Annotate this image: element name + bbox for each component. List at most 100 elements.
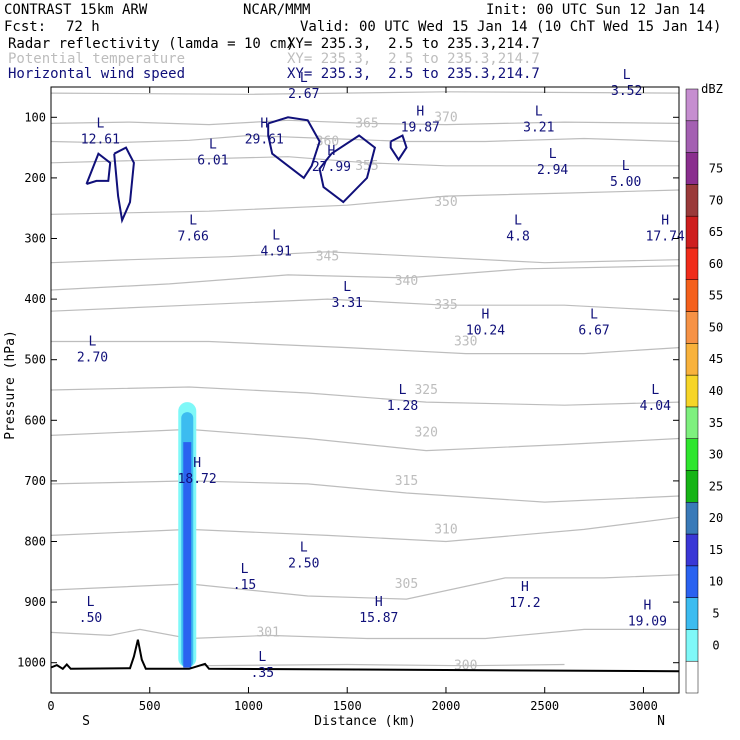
extremum-value-17: 2.70 xyxy=(77,351,108,366)
colorbar-swatch-16 xyxy=(685,152,699,185)
extremum-kind-1: L xyxy=(209,138,217,153)
wind-extrema-labels: L12.61 L6.01H29.61L2.67H27.99H19.87L3.21L… xyxy=(77,68,685,681)
extremum-value-19: 4.04 xyxy=(640,399,671,414)
colorbar-label-15: 75 xyxy=(709,161,723,175)
extremum-value-16: 6.67 xyxy=(578,323,609,338)
colorbar-label-8: 40 xyxy=(709,384,723,398)
field-theta-xy: XY= 235.3, 2.5 to 235.3,214.7 xyxy=(287,51,540,67)
colorbar-label-5: 25 xyxy=(709,479,723,493)
theta-contour-4 xyxy=(50,189,680,215)
theta-contour-0 xyxy=(50,91,680,95)
y-tick-label-2: 300 xyxy=(24,232,46,246)
y-tick-label-9: 1000 xyxy=(17,656,46,670)
theta-label-15: 300 xyxy=(454,659,477,674)
theta-label-9: 325 xyxy=(414,383,437,398)
theta-contour-2 xyxy=(50,134,680,144)
extremum-value-3: 2.67 xyxy=(288,87,319,102)
x-tick-label-2: 1000 xyxy=(234,699,263,713)
extremum-kind-12: L xyxy=(514,213,522,228)
colorbar-swatch-8 xyxy=(685,406,699,439)
extremum-kind-13: H xyxy=(661,213,669,228)
extremum-kind-22: L xyxy=(241,562,249,577)
wind-contour-3 xyxy=(113,146,135,224)
field-reflectivity-xy: XY= 235.3, 2.5 to 235.3,214.7 xyxy=(287,36,540,52)
extremum-kind-3: L xyxy=(300,71,308,86)
extremum-value-2: 29.61 xyxy=(245,132,284,147)
theta-label-13: 305 xyxy=(395,577,418,592)
reflectivity-layer xyxy=(178,402,197,668)
y-tick-label-6: 700 xyxy=(24,474,46,488)
extremum-value-20: 18.72 xyxy=(178,472,217,487)
extremum-value-24: 17.2 xyxy=(509,596,540,611)
extremum-kind-11: L xyxy=(272,229,280,244)
org-name: NCAR/MMM xyxy=(243,2,311,18)
colorbar-label-13: 65 xyxy=(709,225,723,239)
colorbar-swatch-10 xyxy=(685,343,699,376)
x-tick-label-3: 1500 xyxy=(333,699,362,713)
extremum-value-1: 6.01 xyxy=(197,154,228,169)
theta-contour-13 xyxy=(50,574,680,600)
axes: 100 200 300 400 500 600 700 800 900 1000 0 500 1000 1… xyxy=(17,87,679,713)
colorbar-swatch-18 xyxy=(685,88,699,122)
extremum-kind-18: L xyxy=(399,383,407,398)
colorbar-label-12: 60 xyxy=(709,257,723,271)
extremum-kind-24: H xyxy=(521,580,529,595)
colorbar-unit: dBZ xyxy=(701,82,723,96)
theta-label-0: 370 xyxy=(434,110,457,125)
x-tick-label-6: 3000 xyxy=(629,699,658,713)
extremum-kind-17: L xyxy=(89,335,97,350)
extremum-value-22: .15 xyxy=(233,578,256,593)
extremum-value-11: 4.91 xyxy=(260,245,291,260)
colorbar-swatch-2 xyxy=(685,597,699,630)
y-tick-label-0: 100 xyxy=(24,110,46,124)
theta-label-1: 365 xyxy=(355,116,378,131)
colorbar-swatch-5 xyxy=(685,502,699,535)
extremum-kind-25: H xyxy=(643,598,651,613)
colorbar-swatch-9 xyxy=(685,374,699,408)
colorbar-swatch-7 xyxy=(685,438,699,471)
fcst-label: Fcst: xyxy=(4,19,47,35)
theta-label-3: 355 xyxy=(355,159,378,174)
theta-label-4: 350 xyxy=(434,195,457,210)
theta-label-10: 320 xyxy=(414,425,437,440)
theta-label-8: 330 xyxy=(454,335,477,350)
colorbar-swatch-12 xyxy=(685,279,699,312)
colorbar-label-0: 0 xyxy=(712,638,719,652)
colorbar-label-1: 5 xyxy=(712,607,719,621)
y-tick-label-3: 400 xyxy=(24,292,46,306)
colorbar-swatch-1 xyxy=(685,629,699,662)
colorbar-swatch-6 xyxy=(685,470,699,503)
wind-contour-0 xyxy=(267,116,321,180)
colorbar: 0 5 10 15 20 25 30 35 40 45 50 55 60 65 70 75 xyxy=(685,88,723,694)
extremum-value-5: 19.87 xyxy=(401,120,440,135)
extremum-kind-2: H xyxy=(260,116,268,131)
y-tick-label-5: 600 xyxy=(24,413,46,427)
y-tick-label-4: 500 xyxy=(24,353,46,367)
y-tick-label-7: 800 xyxy=(24,535,46,549)
y-axis-label: Pressure (hPa) xyxy=(3,330,18,440)
reflectivity-15dbz xyxy=(183,442,192,668)
init-time: Init: 00 UTC Sun 12 Jan 14 xyxy=(486,2,706,18)
theta-contour-5 xyxy=(50,251,680,264)
extremum-value-4: 27.99 xyxy=(312,160,351,175)
extremum-value-8: 2.94 xyxy=(537,163,568,178)
fcst-value: 72 h xyxy=(66,19,100,35)
field-wind-xy: XY= 235.3, 2.5 to 235.3,214.7 xyxy=(287,66,540,82)
extremum-value-18: 1.28 xyxy=(387,399,418,414)
model-name: CONTRAST 15km ARW xyxy=(4,2,148,18)
extremum-kind-0: L xyxy=(96,116,104,131)
extremum-value-13: 17.74 xyxy=(646,229,685,244)
extremum-value-21: 2.50 xyxy=(288,557,319,572)
theta-label-6: 340 xyxy=(395,274,418,289)
extremum-kind-5: H xyxy=(416,104,424,119)
extremum-kind-8: L xyxy=(549,147,557,162)
y-tick-label-1: 200 xyxy=(24,171,46,185)
colorbar-swatch-0 xyxy=(685,660,699,694)
extremum-kind-10: L xyxy=(189,213,197,228)
wind-contour-2 xyxy=(85,152,112,185)
field-wind-name: Horizontal wind speed xyxy=(8,66,186,82)
theta-contour-3 xyxy=(50,156,679,167)
colorbar-label-6: 30 xyxy=(709,448,723,462)
colorbar-label-10: 50 xyxy=(709,320,723,334)
theta-contour-12 xyxy=(50,516,680,543)
